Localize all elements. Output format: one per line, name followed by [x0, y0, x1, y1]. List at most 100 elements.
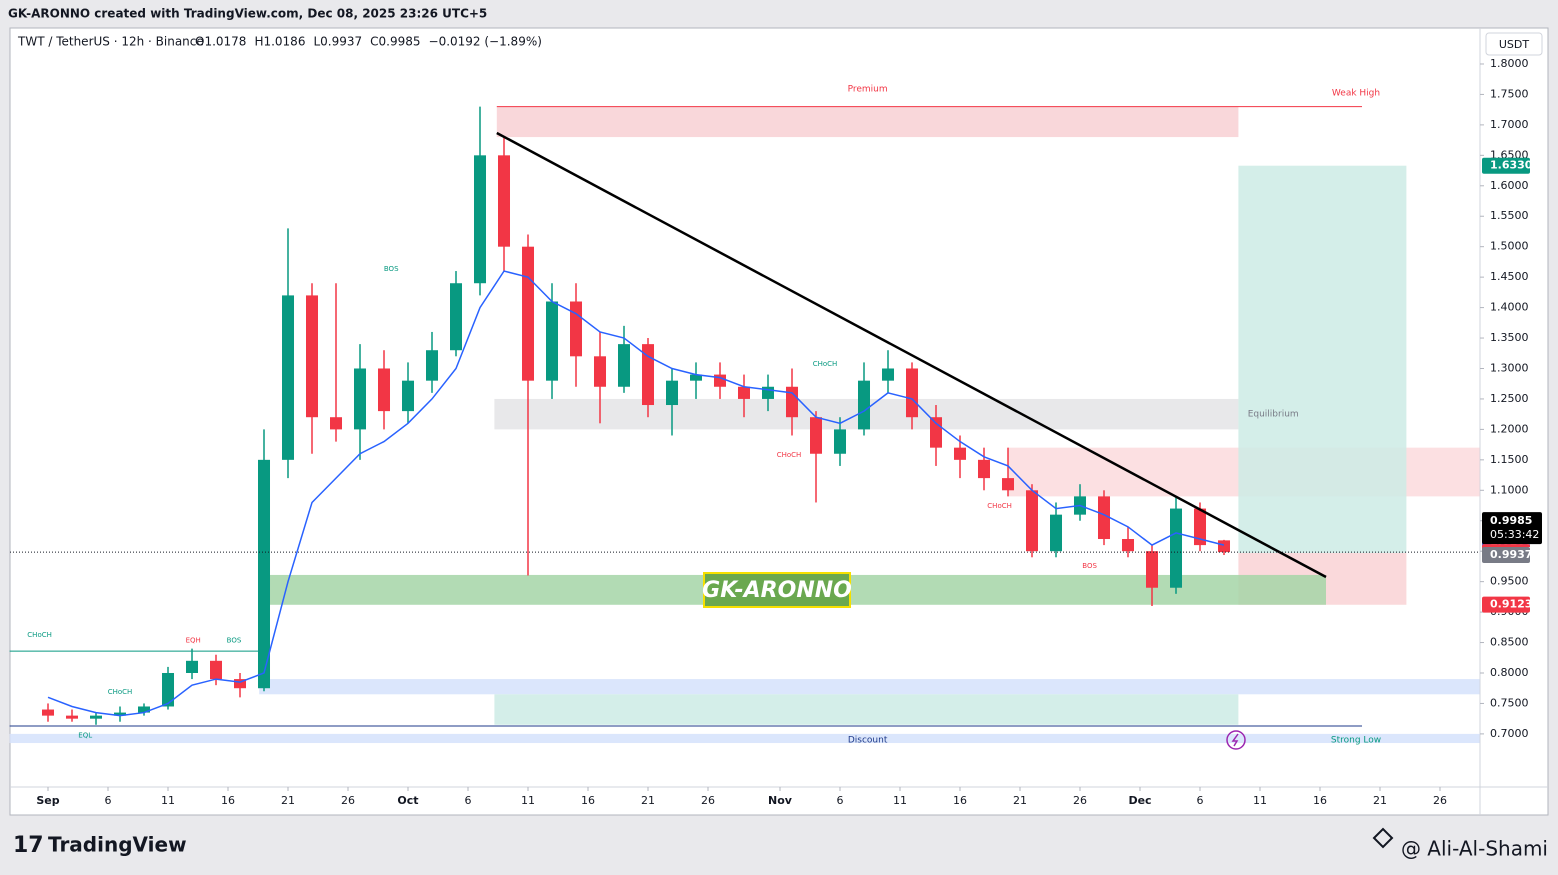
- x-tick-label: 6: [1197, 794, 1204, 807]
- annotation: Strong Low: [1331, 735, 1381, 745]
- y-tick-label: 0.9500: [1490, 575, 1529, 588]
- x-tick-label: 6: [837, 794, 844, 807]
- plot: Premium Weak High Equilibrium Discount Stron…: [9, 84, 1480, 745]
- y-tick-label: 1.8000: [1490, 57, 1529, 70]
- annotation: EQH: [186, 637, 201, 645]
- ema-line: [47, 270, 1225, 717]
- annotation: Equilibrium: [1248, 410, 1299, 420]
- x-tick-label: 21: [281, 794, 295, 807]
- ohlc-value: H1.0186: [254, 35, 305, 49]
- watermark: GK-ARONNO: [702, 578, 852, 603]
- candle-body: [978, 459, 991, 479]
- candle-body: [1146, 551, 1159, 588]
- candle-body: [786, 386, 799, 418]
- x-tick-label: Nov: [768, 794, 793, 807]
- candle-body: [498, 155, 511, 247]
- candle-body: [42, 709, 55, 716]
- price-label-box: [1482, 547, 1530, 564]
- candle-body: [570, 301, 583, 357]
- watermark-box: [703, 572, 851, 608]
- ohlc-legend: O1.0178 H1.0186 L0.9937 C0.9985 −0.0192 (−1.…: [195, 35, 542, 49]
- annotation: Weak High: [1332, 89, 1380, 99]
- zone: [9, 733, 1480, 744]
- symbol-title: TWT / TetherUS · 12h · Binance: [17, 35, 204, 49]
- alert-icon[interactable]: [1226, 730, 1246, 750]
- candle-body: [1050, 514, 1063, 552]
- zone: [496, 106, 1239, 138]
- price-label-box: [1482, 157, 1530, 174]
- ohlc-value: −0.0192 (−1.89%): [429, 35, 542, 49]
- ohlc-value: C0.9985: [370, 35, 420, 49]
- x-tick-label: Dec: [1128, 794, 1151, 807]
- candle-body: [546, 301, 559, 381]
- candle-body: [954, 447, 967, 460]
- author-icon: [1372, 827, 1394, 849]
- x-tick-label: 26: [1433, 794, 1447, 807]
- candle-body: [330, 417, 343, 430]
- x-tick-label: Oct: [397, 794, 418, 807]
- annotation: CHoCH: [777, 451, 802, 459]
- candle-body: [666, 380, 679, 406]
- y-tick-label: 1.1000: [1490, 483, 1529, 496]
- y-tick-label: 1.3500: [1490, 331, 1529, 344]
- candle-body: [282, 295, 295, 460]
- x-tick-label: 16: [221, 794, 235, 807]
- price-label: 0.9123: [1490, 598, 1532, 611]
- candle-body: [1194, 508, 1207, 546]
- x-tick-label: 11: [893, 794, 907, 807]
- annotation: CHoCH: [987, 502, 1012, 510]
- y-tick-label: 1.4000: [1490, 301, 1529, 314]
- x-tick-label: 21: [1013, 794, 1027, 807]
- candle-body: [138, 706, 151, 713]
- x-tick-label: 16: [953, 794, 967, 807]
- brand-logo: 17: [13, 833, 44, 858]
- price-label: 0.9985: [1490, 514, 1532, 527]
- candle-body: [402, 380, 415, 412]
- candle-body: [522, 246, 535, 381]
- price-label: 0.9937: [1490, 548, 1532, 561]
- x-tick-label: Sep: [36, 794, 59, 807]
- x-tick-label: 26: [341, 794, 355, 807]
- candle-body: [90, 715, 103, 719]
- currency[interactable]: USDT: [1499, 38, 1530, 51]
- candle-body: [1098, 496, 1111, 540]
- x-tick-label: 26: [701, 794, 715, 807]
- y-tick-label: 1.1500: [1490, 453, 1529, 466]
- candle-body: [306, 295, 319, 418]
- annotation: BOS: [384, 265, 399, 273]
- y-tick-label: 1.2000: [1490, 422, 1529, 435]
- y-tick-label: 1.7000: [1490, 118, 1529, 131]
- candle-body: [1026, 490, 1039, 552]
- x-tick-label: 11: [521, 794, 535, 807]
- y-tick-label: 1.2500: [1490, 392, 1529, 405]
- candle-body: [162, 672, 175, 707]
- price-label-box: [1482, 512, 1542, 545]
- candle-body: [66, 715, 79, 719]
- author: @ Ali-Al-Shami: [1401, 837, 1548, 861]
- annotation: EQL: [78, 732, 92, 740]
- candle-body: [1002, 478, 1015, 491]
- candle-body: [258, 459, 271, 689]
- annotation: BOS: [227, 637, 242, 645]
- header: GK-ARONNO created with TradingView.com, …: [8, 7, 487, 21]
- candle-body: [858, 380, 871, 430]
- y-tick-label: 0.7500: [1490, 696, 1529, 709]
- candle-body: [810, 417, 823, 454]
- x-tick-label: 16: [1313, 794, 1327, 807]
- candle-body: [594, 356, 607, 387]
- x-tick-label: 11: [1253, 794, 1267, 807]
- currency-button[interactable]: [1485, 32, 1543, 56]
- candle-body: [354, 368, 367, 430]
- y-tick-label: 1.4500: [1490, 270, 1529, 283]
- x-tick-label: 26: [1073, 794, 1087, 807]
- ohlc-value: L0.9937: [313, 35, 362, 49]
- candle-body: [738, 386, 751, 399]
- x-tick-label: 21: [1373, 794, 1387, 807]
- candle-body: [930, 417, 943, 448]
- annotation: Discount: [848, 735, 888, 745]
- x-tick-label: 21: [641, 794, 655, 807]
- countdown: 05:33:42: [1490, 528, 1539, 541]
- y-tick-label: 1.5000: [1490, 240, 1529, 253]
- brand: TradingView: [48, 833, 187, 857]
- y-tick-label: 1.3000: [1490, 361, 1529, 374]
